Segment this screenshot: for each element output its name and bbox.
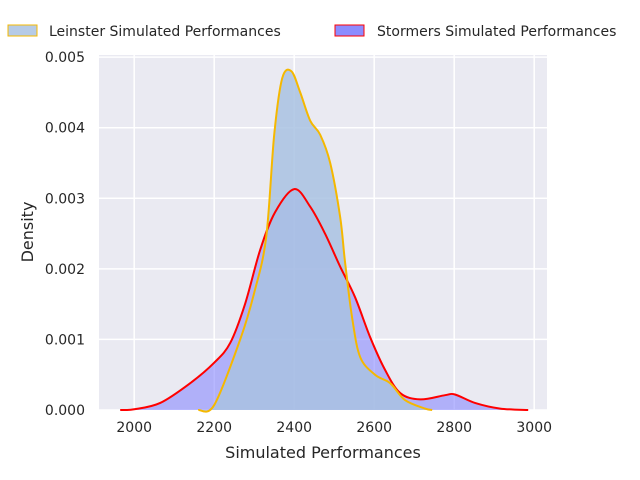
- y-tick-label: 0.001: [45, 332, 85, 348]
- legend-label-stormers: Stormers Simulated Performances: [377, 24, 616, 40]
- y-tick-label: 0.002: [45, 262, 85, 278]
- x-tick-label: 2800: [436, 420, 472, 436]
- y-axis-label: Density: [18, 202, 37, 263]
- legend-swatch-leinster: [7, 24, 38, 37]
- legend-item-leinster: Leinster Simulated Performances: [7, 24, 281, 40]
- y-tick-label: 0.005: [45, 50, 85, 66]
- x-tick-label: 2000: [116, 420, 152, 436]
- x-tick-label: 2200: [196, 420, 232, 436]
- y-tick-label: 0.004: [45, 121, 85, 137]
- density-line-leinster: [197, 68, 433, 413]
- legend: Leinster Simulated Performances Stormers…: [7, 24, 616, 40]
- x-tick-label: 3000: [516, 420, 552, 436]
- x-tick-label: 2400: [276, 420, 312, 436]
- density-line-stormers: [120, 188, 529, 412]
- x-axis-label: Simulated Performances: [225, 443, 421, 462]
- legend-item-stormers: Stormers Simulated Performances: [334, 24, 616, 40]
- x-tick-label: 2600: [356, 420, 392, 436]
- y-tick-label: 0.000: [45, 403, 85, 419]
- density-area-leinster: [198, 69, 433, 412]
- y-tick-label: 0.003: [45, 191, 85, 207]
- legend-label-leinster: Leinster Simulated Performances: [49, 24, 281, 40]
- legend-swatch-stormers: [334, 24, 365, 37]
